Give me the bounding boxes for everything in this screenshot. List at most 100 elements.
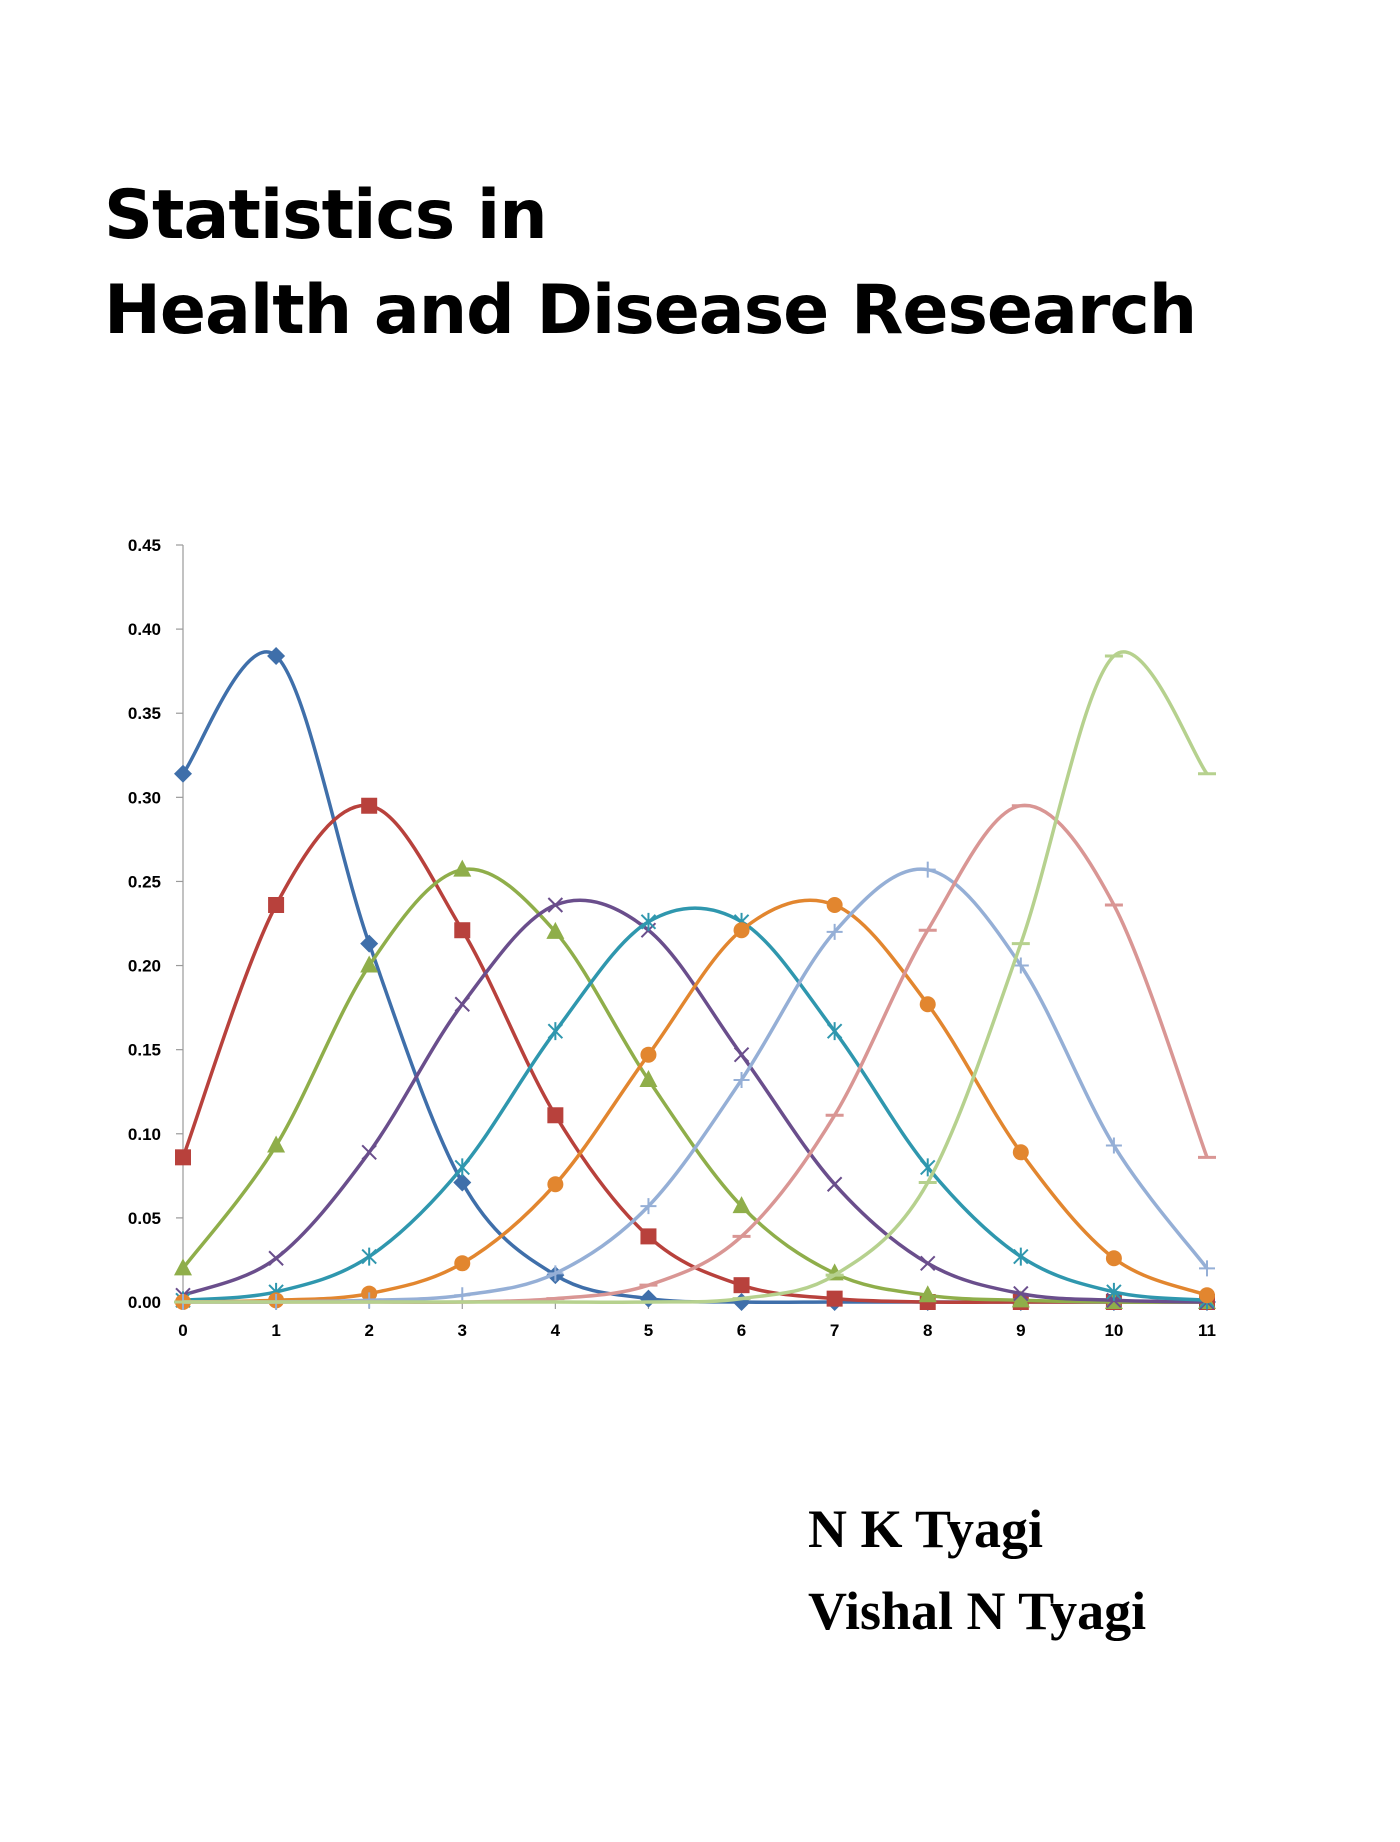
circle-marker	[640, 1046, 657, 1063]
square-marker	[640, 1228, 657, 1245]
x-tick-label: 0	[178, 1321, 187, 1340]
circle-marker	[733, 922, 750, 939]
star-marker	[361, 1247, 377, 1266]
series-line	[182, 803, 1209, 1305]
square-marker	[826, 1290, 843, 1307]
star-marker	[826, 1022, 843, 1041]
triangle-marker	[732, 1196, 751, 1214]
series-7	[175, 861, 1215, 1310]
triangle-marker	[267, 1135, 286, 1153]
book-title-line-1: Statistics in	[104, 176, 548, 255]
diamond-marker	[732, 1293, 751, 1311]
plus-marker	[1199, 1260, 1215, 1277]
star-marker	[454, 1158, 470, 1177]
square-marker	[268, 896, 285, 913]
circle-marker	[826, 896, 843, 913]
series-2	[175, 797, 1215, 1310]
chart-tick-labels: 0.00 0.05 0.10 0.15 0.20 0.25 0.30 0.35 0.40 0.45…	[128, 536, 1216, 1340]
author-1: N K Tyagi	[808, 1499, 1044, 1559]
series-9	[174, 650, 1216, 1305]
y-tick-label: 0.10	[128, 1125, 161, 1144]
x-marker	[920, 1255, 936, 1272]
diamond-marker	[639, 1289, 658, 1308]
book-title: Statistics in Health and Disease Researc…	[104, 168, 1197, 358]
square-marker	[361, 797, 378, 814]
chart-series	[174, 647, 1216, 1311]
plus-marker	[919, 861, 936, 878]
x-tick-label: 10	[1104, 1321, 1123, 1340]
triangle-marker	[453, 859, 472, 877]
book-title-line-2: Health and Disease Research	[104, 271, 1197, 350]
x-tick-label: 5	[644, 1321, 653, 1340]
x-tick-label: 1	[271, 1321, 280, 1340]
series-6	[175, 896, 1215, 1310]
series-line	[182, 650, 1209, 1305]
series-4	[175, 897, 1215, 1310]
y-tick-label: 0.00	[128, 1293, 161, 1312]
diamond-marker	[453, 1173, 472, 1192]
star-marker	[1013, 1247, 1029, 1266]
x-marker	[268, 1250, 284, 1266]
series-1	[174, 647, 1216, 1311]
square-marker	[733, 1277, 750, 1294]
star-marker	[1106, 1282, 1122, 1301]
x-marker	[826, 1176, 843, 1192]
diamond-marker	[267, 647, 286, 666]
circle-marker	[1105, 1250, 1122, 1267]
x-marker	[1013, 1285, 1029, 1302]
plus-marker	[1012, 957, 1029, 974]
series-line	[181, 803, 1207, 1305]
series-line	[182, 867, 1209, 1304]
triangle-marker	[546, 921, 565, 939]
circle-marker	[454, 1255, 471, 1272]
x-marker	[454, 996, 470, 1012]
x-tick-label: 7	[830, 1321, 839, 1340]
x-tick-label: 11	[1198, 1321, 1216, 1340]
authors: N K Tyagi Vishal N Tyagi	[808, 1488, 1146, 1652]
x-tick-label: 4	[551, 1321, 561, 1340]
series-line	[182, 898, 1208, 1304]
circle-marker	[1012, 1144, 1029, 1161]
y-tick-label: 0.20	[128, 957, 161, 976]
series-line	[182, 898, 1208, 1304]
x-tick-label: 8	[923, 1321, 932, 1340]
triangle-marker	[360, 955, 379, 973]
circle-marker	[1199, 1287, 1215, 1304]
plus-marker	[1105, 1137, 1122, 1154]
diamond-marker	[360, 934, 379, 953]
plus-marker	[640, 1198, 657, 1215]
triangle-marker	[174, 1258, 192, 1276]
square-marker	[547, 1107, 564, 1124]
triangle-marker	[1011, 1290, 1030, 1308]
circle-marker	[547, 1176, 564, 1193]
x-marker	[733, 1047, 750, 1063]
x-marker	[547, 897, 564, 913]
y-tick-label: 0.05	[128, 1209, 161, 1228]
triangle-marker	[918, 1285, 937, 1303]
y-tick-label: 0.30	[128, 788, 161, 807]
circle-marker	[919, 996, 936, 1013]
x-marker	[361, 1144, 377, 1160]
y-tick-label: 0.15	[128, 1041, 161, 1060]
series-line	[181, 867, 1208, 1304]
author-2: Vishal N Tyagi	[808, 1581, 1147, 1641]
plus-marker	[826, 923, 843, 940]
square-marker	[175, 1149, 191, 1166]
y-tick-label: 0.45	[128, 536, 161, 555]
star-marker	[640, 912, 657, 931]
star-marker	[547, 1022, 564, 1041]
triangle-marker	[639, 1069, 658, 1087]
series-8	[174, 803, 1216, 1305]
y-tick-label: 0.40	[128, 620, 161, 639]
series-3	[174, 859, 1216, 1309]
plus-marker	[547, 1265, 564, 1282]
series-line	[182, 906, 1208, 1303]
x-tick-label: 2	[364, 1321, 373, 1340]
plus-marker	[733, 1071, 750, 1088]
x-tick-label: 9	[1016, 1321, 1025, 1340]
x-tick-label: 3	[458, 1321, 467, 1340]
square-marker	[454, 922, 471, 939]
x-tick-label: 6	[737, 1321, 746, 1340]
diamond-marker	[174, 764, 192, 783]
